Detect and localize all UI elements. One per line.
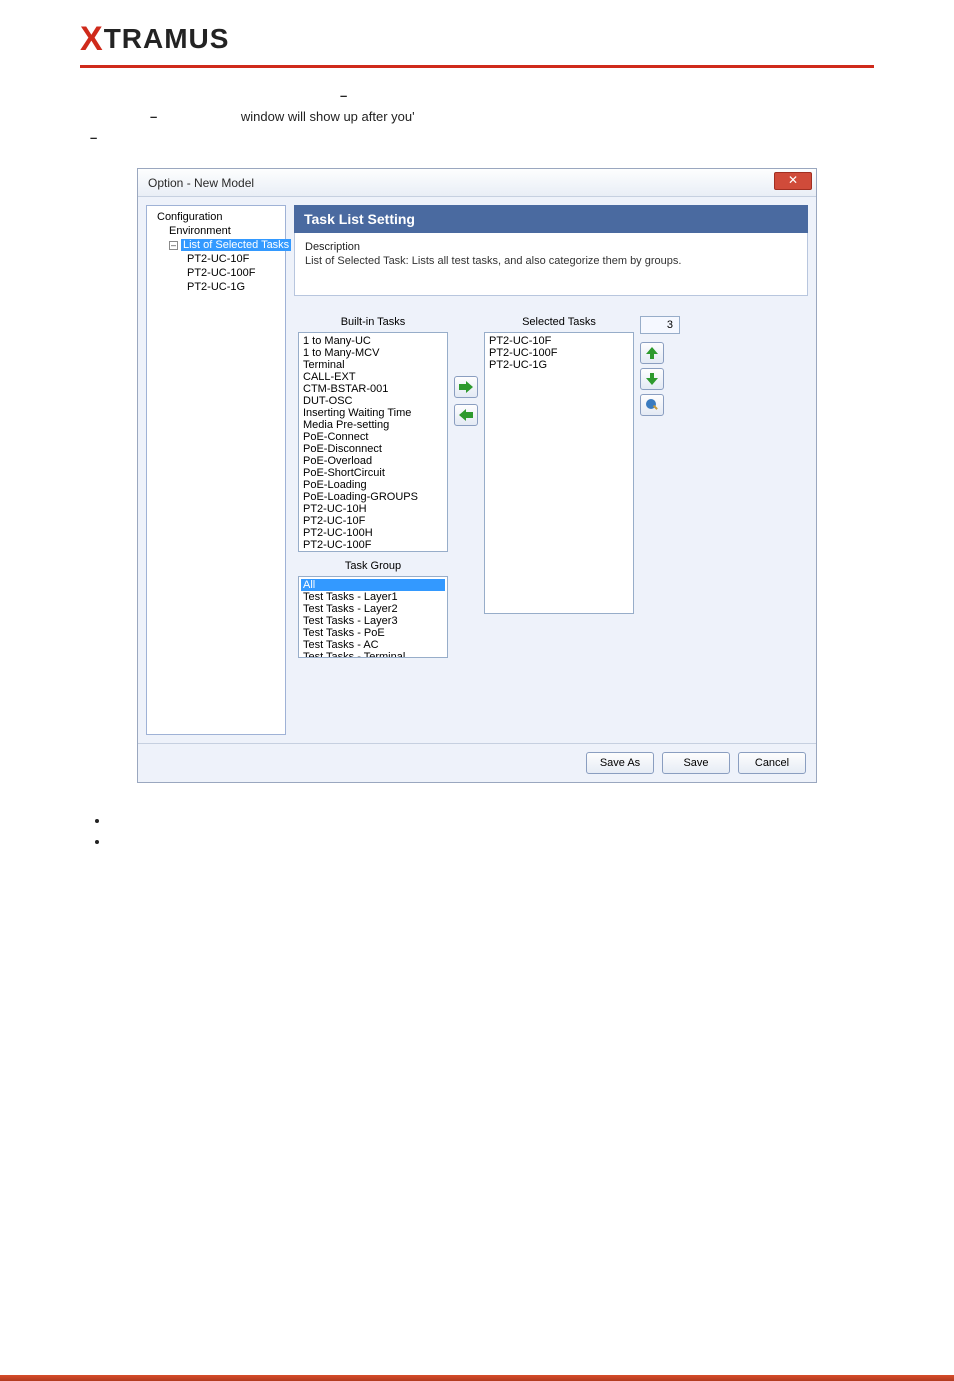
dash: –	[90, 109, 157, 124]
list-item[interactable]: CALL-EXT	[301, 371, 445, 383]
list-item[interactable]: Test Tasks - Layer2	[301, 603, 445, 615]
logo-area: XTRAMUS	[0, 0, 954, 61]
option-new-model-window: Option - New Model ✕ Configuration Envir…	[137, 168, 817, 783]
task-group-list[interactable]: AllTest Tasks - Layer1Test Tasks - Layer…	[298, 576, 448, 658]
intro-text: – – window will show up after you' –	[0, 68, 954, 158]
edit-task-button[interactable]	[640, 394, 664, 416]
remove-task-button[interactable]	[454, 404, 478, 426]
description-box: Description List of Selected Task: Lists…	[294, 233, 808, 296]
list-item[interactable]: PoE-ShortCircuit	[301, 467, 445, 479]
logo: XTRAMUS	[80, 23, 229, 54]
list-item[interactable]: Test Tasks - AC	[301, 639, 445, 651]
right-controls: 3	[640, 316, 680, 416]
list-item[interactable]: PT2-UC-100F	[301, 539, 445, 551]
logo-rest: TRAMUS	[104, 23, 230, 54]
dash: –	[340, 88, 347, 103]
description-text: List of Selected Task: Lists all test ta…	[305, 255, 797, 267]
save-button[interactable]: Save	[662, 752, 730, 774]
list-item[interactable]: Test Tasks - PoE	[301, 627, 445, 639]
tree-item-list-selected-tasks[interactable]: –List of Selected Tasks	[147, 238, 285, 252]
intro-frag: window will show up after you'	[161, 109, 415, 124]
builtin-label: Built-in Tasks	[341, 316, 406, 328]
list-item[interactable]: PT2-UC-1G	[487, 359, 631, 371]
tree-item-task[interactable]: PT2-UC-10F	[147, 252, 285, 266]
titlebar: Option - New Model ✕	[138, 169, 816, 197]
list-item[interactable]: PT2-UC-10F	[487, 335, 631, 347]
list-item[interactable]: Test Tasks - Layer3	[301, 615, 445, 627]
arrow-right-icon	[459, 381, 473, 393]
list-item[interactable]: PoE-Loading	[301, 479, 445, 491]
spacer	[0, 855, 954, 1335]
list-item[interactable]: All	[301, 579, 445, 591]
builtin-col: Built-in Tasks 1 to Many-UC1 to Many-MCV…	[298, 316, 448, 658]
close-button[interactable]: ✕	[774, 172, 812, 190]
config-tree[interactable]: Configuration Environment –List of Selec…	[146, 205, 286, 735]
selected-col: Selected Tasks PT2-UC-10FPT2-UC-100FPT2-…	[484, 316, 634, 614]
list-item[interactable]: Media Pre-setting	[301, 419, 445, 431]
arrow-up-icon	[646, 347, 658, 359]
builtin-tasks-list[interactable]: 1 to Many-UC1 to Many-MCVTerminalCALL-EX…	[298, 332, 448, 552]
selected-count: 3	[640, 316, 680, 334]
content-panel: Task List Setting Description List of Se…	[294, 205, 808, 735]
page-border-bottom	[0, 1375, 954, 1381]
list-item[interactable]: PoE-Disconnect	[301, 443, 445, 455]
list-item[interactable]: Terminal	[301, 359, 445, 371]
move-up-button[interactable]	[640, 342, 664, 364]
list-item[interactable]: Test Tasks - Terminal	[301, 651, 445, 658]
section-header: Task List Setting	[294, 205, 808, 233]
arrow-left-icon	[459, 409, 473, 421]
move-down-button[interactable]	[640, 368, 664, 390]
modal-footer: Save As Save Cancel	[138, 743, 816, 782]
list-item[interactable]: PT2-UC-10F	[301, 515, 445, 527]
lists-row: Built-in Tasks 1 to Many-UC1 to Many-MCV…	[294, 316, 808, 658]
window-title: Option - New Model	[148, 176, 254, 190]
cancel-button[interactable]: Cancel	[738, 752, 806, 774]
tree-item-task[interactable]: PT2-UC-1G	[147, 280, 285, 294]
taskgroup-label: Task Group	[345, 560, 401, 572]
bullet-item	[110, 813, 864, 828]
list-item[interactable]: PT2-UC-100F	[487, 347, 631, 359]
arrow-col	[454, 316, 478, 426]
list-item[interactable]: Inserting Waiting Time	[301, 407, 445, 419]
list-item[interactable]: CTM-BSTAR-001	[301, 383, 445, 395]
close-icon: ✕	[788, 173, 798, 187]
list-item[interactable]: PT2-UC-10H	[301, 503, 445, 515]
list-item[interactable]: DUT-OSC	[301, 395, 445, 407]
tree-selected-label: List of Selected Tasks	[181, 239, 291, 251]
bullet-item	[110, 834, 864, 849]
list-item[interactable]: 1 to Many-MCV	[301, 347, 445, 359]
tree-item-configuration[interactable]: Configuration	[147, 210, 285, 224]
list-item[interactable]: PoE-Connect	[301, 431, 445, 443]
list-item[interactable]: PoE-Overload	[301, 455, 445, 467]
modal-body: Configuration Environment –List of Selec…	[138, 197, 816, 743]
tree-item-task[interactable]: PT2-UC-100F	[147, 266, 285, 280]
save-as-button[interactable]: Save As	[586, 752, 654, 774]
arrow-down-icon	[646, 373, 658, 385]
description-label: Description	[305, 241, 797, 253]
logo-x: X	[80, 20, 104, 58]
list-item[interactable]: PT2-UC-100H	[301, 527, 445, 539]
tree-item-environment[interactable]: Environment	[147, 224, 285, 238]
tree-expander-icon[interactable]: –	[169, 241, 178, 250]
list-item[interactable]: Test Tasks - Layer1	[301, 591, 445, 603]
list-item[interactable]: 1 to Many-UC	[301, 335, 445, 347]
dash: –	[90, 130, 97, 145]
edit-icon	[646, 399, 658, 411]
selected-label: Selected Tasks	[522, 316, 596, 328]
bullet-list	[0, 803, 954, 849]
selected-tasks-list[interactable]: PT2-UC-10FPT2-UC-100FPT2-UC-1G	[484, 332, 634, 614]
list-item[interactable]: PoE-Loading-GROUPS	[301, 491, 445, 503]
add-task-button[interactable]	[454, 376, 478, 398]
